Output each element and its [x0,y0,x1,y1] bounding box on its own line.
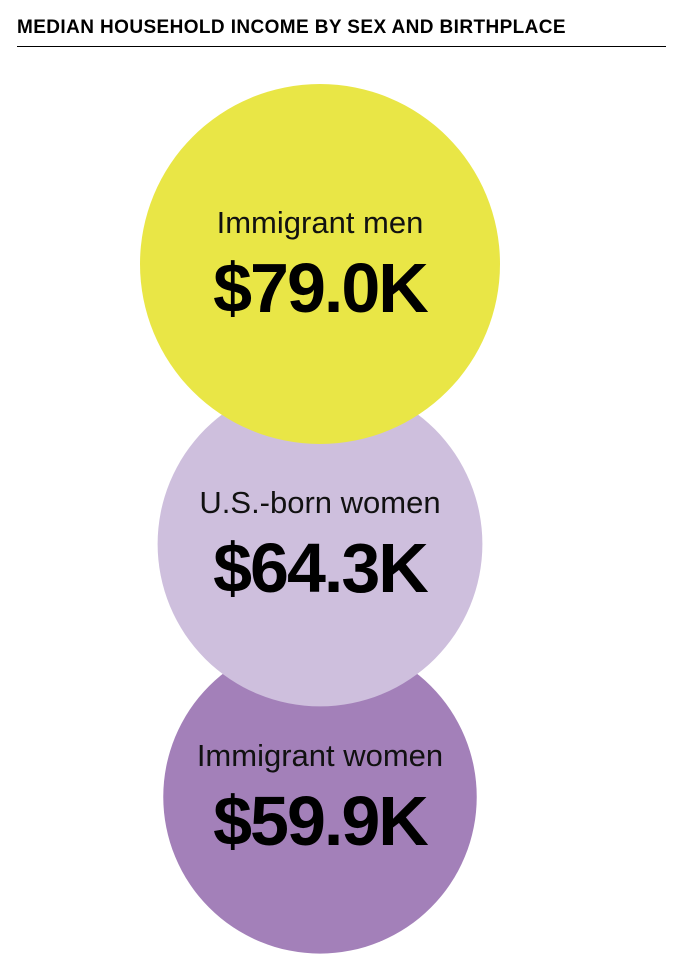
chart-title: MEDIAN HOUSEHOLD INCOME BY SEX AND BIRTH… [17,17,566,38]
bubble-value-immigrant-men: $79.0K [213,249,428,327]
bubble-u-s-born-women [157,381,483,707]
bubble-value-immigrant-women: $59.9K [213,782,428,860]
bubble-immigrant-women [163,640,477,954]
bubble-immigrant-men [140,84,500,444]
bubble-label-immigrant-women: Immigrant women [197,738,443,773]
chart-header: MEDIAN HOUSEHOLD INCOME BY SEX AND BIRTH… [17,16,666,47]
bubble-label-u-s-born-women: U.S.-born women [199,485,440,520]
bubble-value-u-s-born-women: $64.3K [213,529,428,607]
bubble-label-immigrant-men: Immigrant men [217,205,424,240]
